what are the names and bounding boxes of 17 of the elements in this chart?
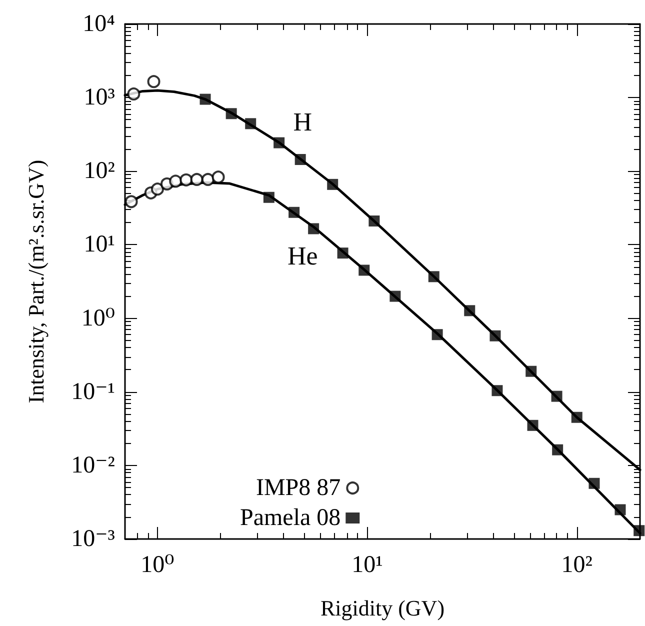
legend-label: IMP8 87 xyxy=(256,475,341,501)
y-tick-label: 10⁻¹ xyxy=(71,378,115,405)
y-tick-label: 10² xyxy=(84,158,115,184)
y-tick-label: 10⁻² xyxy=(71,452,115,478)
y-tick-label: 10³ xyxy=(84,84,115,111)
annotation: H xyxy=(293,107,312,136)
y-tick-label: 10¹ xyxy=(84,232,115,258)
annotation: He xyxy=(288,241,318,270)
x-tick-label: 10¹ xyxy=(352,552,383,578)
x-tick-label: 10⁰ xyxy=(140,552,174,578)
y-axis-title: Intensity, Part./(m².s.sr.GV) xyxy=(24,160,48,404)
y-tick-label: 10⁰ xyxy=(81,305,115,332)
x-axis-title: Rigidity (GV) xyxy=(320,596,445,620)
y-tick-label: 10⁻³ xyxy=(71,526,115,552)
x-tick-label: 10² xyxy=(561,552,592,578)
legend-label: Pamela 08 xyxy=(240,505,341,531)
y-tick-label: 10⁴ xyxy=(82,11,115,37)
